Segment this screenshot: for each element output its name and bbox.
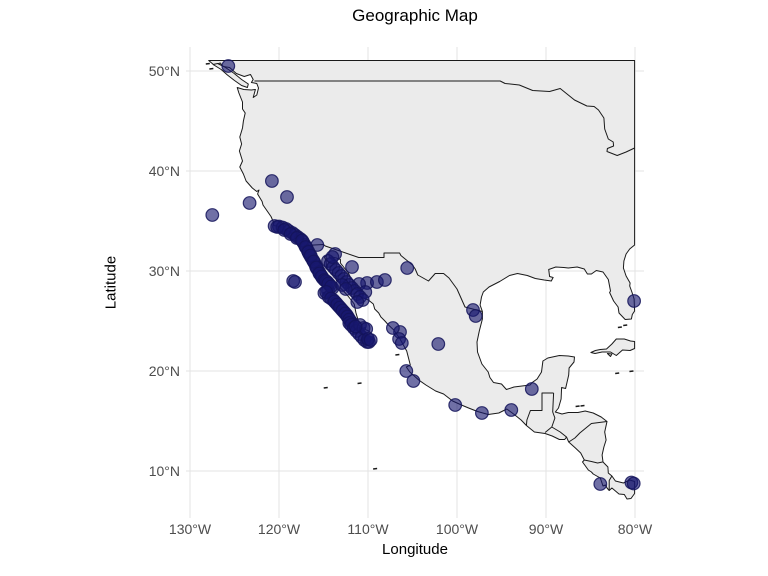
data-point xyxy=(524,382,539,396)
y-tick-label: 50°N xyxy=(148,63,180,79)
country-border xyxy=(608,475,613,491)
land-speck xyxy=(373,467,378,470)
land-speck xyxy=(623,324,628,327)
data-point xyxy=(280,190,294,204)
land-mainland xyxy=(208,60,636,500)
land-speck xyxy=(629,370,634,373)
land-speck xyxy=(209,67,214,70)
country-border xyxy=(551,426,567,438)
y-tick-label: 20°N xyxy=(148,363,180,379)
data-point xyxy=(627,294,641,308)
page-title: Geographic Map xyxy=(352,6,478,25)
data-point xyxy=(431,337,446,351)
data-point xyxy=(348,319,363,334)
country-border xyxy=(568,421,608,443)
data-point xyxy=(394,336,409,350)
land-speck xyxy=(575,405,580,408)
x-axis-title: Longitude xyxy=(382,541,448,558)
data-point xyxy=(205,208,220,222)
land-speck xyxy=(205,62,210,65)
data-point xyxy=(468,309,483,323)
data-point xyxy=(345,260,359,274)
land-speck xyxy=(357,382,362,385)
land-speck xyxy=(580,404,585,407)
land-speck xyxy=(615,372,620,375)
data-point xyxy=(448,398,463,412)
land-speck xyxy=(617,326,622,329)
x-tick-label: 130°W xyxy=(168,521,212,537)
data-point xyxy=(363,333,378,347)
data-point xyxy=(386,321,400,335)
data-point xyxy=(406,374,421,388)
country-border xyxy=(525,392,554,426)
data-point xyxy=(400,261,415,275)
data-point xyxy=(593,477,608,491)
data-point xyxy=(325,250,340,264)
x-tick-label: 110°W xyxy=(347,521,389,537)
data-point xyxy=(288,275,302,289)
data-point xyxy=(242,196,257,210)
country-border xyxy=(254,80,635,156)
data-point xyxy=(399,364,414,378)
y-tick-label: 30°N xyxy=(148,263,180,279)
x-tick-label: 80°W xyxy=(617,521,653,537)
country-border xyxy=(551,411,556,428)
country-border xyxy=(544,426,553,433)
x-tick-label: 100°W xyxy=(435,521,479,537)
land-speck xyxy=(395,353,400,356)
data-point xyxy=(338,282,353,296)
y-tick-label: 40°N xyxy=(148,163,180,179)
data-point xyxy=(475,406,489,420)
y-axis-title: Latitude xyxy=(102,255,120,310)
data-point xyxy=(504,403,519,417)
land-island xyxy=(590,338,636,356)
data-point xyxy=(626,476,641,491)
country-border xyxy=(584,459,603,464)
data-point xyxy=(265,174,279,188)
land-island xyxy=(606,353,613,357)
land-speck xyxy=(323,386,328,389)
data-point xyxy=(350,295,365,309)
x-tick-label: 120°W xyxy=(257,521,301,537)
data-point xyxy=(221,59,236,73)
data-point xyxy=(378,273,392,287)
country-border xyxy=(552,392,555,413)
x-tick-label: 90°W xyxy=(528,521,564,537)
y-tick-label: 10°N xyxy=(148,463,180,479)
